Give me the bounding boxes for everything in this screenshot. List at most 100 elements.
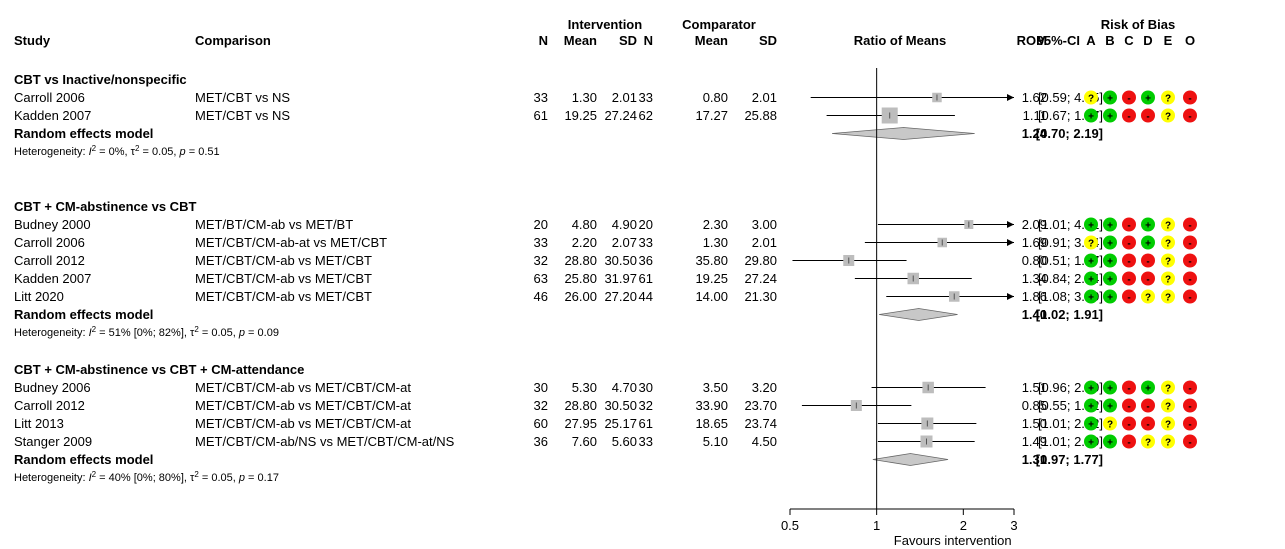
n-intervention: 32 xyxy=(534,398,548,413)
p-symbol: p xyxy=(179,146,186,158)
rob-symbol: - xyxy=(1146,275,1149,286)
study-name: Budney 2000 xyxy=(14,217,91,232)
n-intervention: 33 xyxy=(534,90,548,105)
rob-circle xyxy=(1141,289,1155,304)
rob-symbol: ? xyxy=(1088,239,1094,250)
mean-intervention: 2.20 xyxy=(572,235,597,250)
rob-symbol: + xyxy=(1088,438,1094,449)
sd-intervention: 4.70 xyxy=(612,380,637,395)
tau2-value: = 0.05, xyxy=(199,472,239,484)
rob-symbol: + xyxy=(1088,420,1094,431)
rob-circle xyxy=(1122,253,1136,268)
sd-intervention: 2.07 xyxy=(612,235,637,250)
rob-symbol: + xyxy=(1107,221,1113,232)
study-name: Kadden 2007 xyxy=(14,108,91,123)
study-comparison: MET/CBT/CM-ab vs MET/CBT/CM-at xyxy=(195,380,411,395)
rob-circle xyxy=(1141,416,1155,431)
header-n-comparator: N xyxy=(644,33,653,48)
mean-comparator: 35.80 xyxy=(695,253,728,268)
x-axis-tick-label: 0.5 xyxy=(781,518,799,533)
study-comparison: MET/BT/CM-ab vs MET/BT xyxy=(195,217,353,232)
rob-circle xyxy=(1122,289,1136,304)
rob-circle xyxy=(1141,90,1155,105)
n-intervention: 20 xyxy=(534,217,548,232)
rob-circle xyxy=(1084,434,1098,449)
pooled-label: Random effects model xyxy=(14,452,153,467)
tau-symbol: τ xyxy=(190,327,195,339)
superscript: 2 xyxy=(92,325,97,334)
rob-circle xyxy=(1183,253,1197,268)
header-rob-domain: D xyxy=(1143,33,1152,48)
mean-comparator: 3.50 xyxy=(703,380,728,395)
group-title: CBT + CM-abstinence vs CBT xyxy=(14,199,196,214)
rob-symbol: - xyxy=(1188,293,1191,304)
rob-circle xyxy=(1183,235,1197,250)
mean-comparator: 0.80 xyxy=(703,90,728,105)
study-comparison: MET/CBT vs NS xyxy=(195,90,290,105)
rob-circle xyxy=(1122,235,1136,250)
n-comparator: 20 xyxy=(639,217,653,232)
rob-circle xyxy=(1183,108,1197,123)
rob-circle xyxy=(1161,289,1175,304)
header-risk-of-bias: Risk of Bias xyxy=(1101,17,1175,32)
rob-circle xyxy=(1122,90,1136,105)
rob-circle xyxy=(1103,90,1117,105)
heterogeneity-text: Heterogeneity: I2 = 51% [0%; 82%], τ2 = … xyxy=(14,325,279,340)
mean-intervention: 26.00 xyxy=(564,289,597,304)
rob-circle xyxy=(1161,253,1175,268)
rob-circle xyxy=(1084,416,1098,431)
rom-value: 0.85 xyxy=(1022,398,1047,413)
pooled-diamond xyxy=(879,308,958,321)
rob-circle xyxy=(1141,253,1155,268)
rob-symbol: - xyxy=(1188,438,1191,449)
rob-symbol: + xyxy=(1107,112,1113,123)
rob-circle xyxy=(1122,108,1136,123)
study-comparison: MET/CBT/CM-ab vs MET/CBT xyxy=(195,271,372,286)
ci-arrow xyxy=(1007,293,1014,300)
rob-circle xyxy=(1103,217,1117,232)
rob-circle xyxy=(1084,217,1098,232)
rob-symbol: - xyxy=(1146,402,1149,413)
study-comparison: MET/CBT/CM-ab/NS vs MET/CBT/CM-at/NS xyxy=(195,434,455,449)
study-name: Litt 2013 xyxy=(14,416,64,431)
rob-symbol: - xyxy=(1188,402,1191,413)
header-comparison: Comparison xyxy=(195,33,271,48)
rob-circle xyxy=(1122,416,1136,431)
mean-intervention: 27.95 xyxy=(564,416,597,431)
tau2-value: = 0.05, xyxy=(199,327,239,339)
rob-symbol: - xyxy=(1188,257,1191,268)
rob-symbol: - xyxy=(1188,94,1191,105)
rob-symbol: - xyxy=(1127,112,1130,123)
rob-symbol: - xyxy=(1127,257,1130,268)
rob-symbol: ? xyxy=(1165,94,1171,105)
rom-value: 1.49 xyxy=(1022,434,1047,449)
rob-circle xyxy=(1084,235,1098,250)
rob-symbol: - xyxy=(1127,402,1130,413)
rom-value: 1.69 xyxy=(1022,235,1047,250)
i2-value: = 40% [0%; 80%], xyxy=(96,472,190,484)
rob-symbol: - xyxy=(1188,221,1191,232)
n-comparator: 61 xyxy=(639,416,653,431)
rob-circle xyxy=(1084,271,1098,286)
sd-comparator: 2.01 xyxy=(752,90,777,105)
rob-circle xyxy=(1183,217,1197,232)
pooled-rom: 1.31 xyxy=(1022,452,1047,467)
sd-comparator: 4.50 xyxy=(752,434,777,449)
rob-symbol: - xyxy=(1146,112,1149,123)
pooled-diamond xyxy=(832,127,975,140)
header-rob-domain: C xyxy=(1124,33,1134,48)
rob-symbol: + xyxy=(1107,293,1113,304)
pooled-diamond xyxy=(872,453,949,466)
sd-comparator: 23.70 xyxy=(744,398,777,413)
rob-circle xyxy=(1122,271,1136,286)
rob-symbol: ? xyxy=(1165,221,1171,232)
mean-comparator: 33.90 xyxy=(695,398,728,413)
heterogeneity-prefix: Heterogeneity: xyxy=(14,327,89,339)
rob-symbol: - xyxy=(1127,293,1130,304)
mean-intervention: 28.80 xyxy=(564,398,597,413)
rob-circle xyxy=(1183,416,1197,431)
rob-circle xyxy=(1084,90,1098,105)
rob-circle xyxy=(1122,217,1136,232)
superscript: 2 xyxy=(92,144,97,153)
